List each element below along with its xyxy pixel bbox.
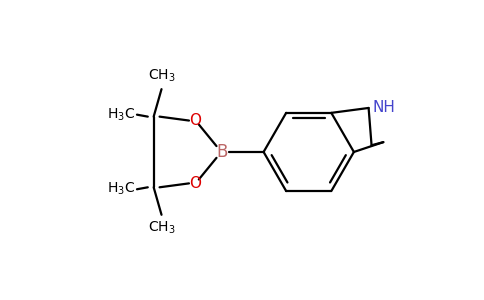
Text: O: O [189,113,201,128]
Text: B: B [217,143,228,161]
Text: NH: NH [373,100,395,116]
Text: H$_3$C: H$_3$C [107,181,135,197]
Text: CH$_3$: CH$_3$ [148,220,175,236]
Text: H$_3$C: H$_3$C [107,106,135,123]
Text: O: O [189,176,201,191]
Text: CH$_3$: CH$_3$ [148,68,175,84]
